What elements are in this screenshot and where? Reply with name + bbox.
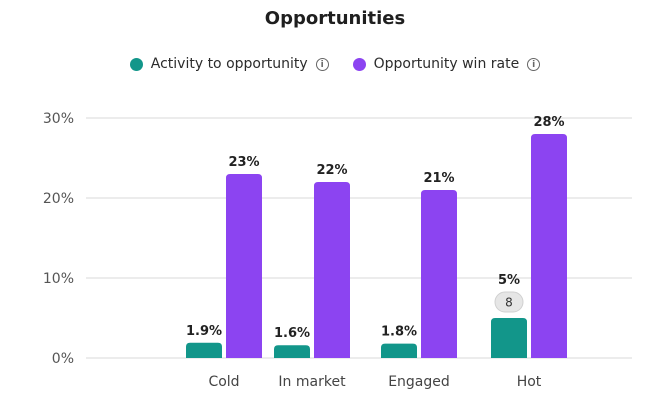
bar-activity[interactable] [491, 318, 527, 358]
legend: Activity to opportunity i Opportunity wi… [0, 56, 670, 72]
legend-item-activity[interactable]: Activity to opportunity i [129, 56, 329, 72]
y-tick-label: 30% [43, 111, 74, 127]
x-tick-label: Engaged [388, 374, 450, 390]
data-label: 23% [228, 155, 259, 170]
data-label: 21% [423, 171, 454, 186]
data-label: 1.8% [381, 325, 417, 340]
badge [494, 291, 524, 313]
bar-winrate[interactable] [421, 190, 457, 358]
bar-activity[interactable] [274, 345, 310, 358]
bar-winrate[interactable] [226, 174, 262, 358]
data-label: 5% [498, 273, 520, 288]
bar-activity[interactable] [186, 342, 222, 358]
legend-label-winrate: Opportunity win rate [373, 56, 520, 72]
data-label: 1.6% [274, 326, 310, 341]
info-icon[interactable]: i [527, 57, 541, 71]
x-tick-label: Hot [517, 374, 542, 390]
y-tick-label: 20% [43, 191, 74, 207]
x-tick-label: In market [278, 374, 346, 390]
y-tick-label: 0% [52, 351, 74, 367]
legend-item-winrate[interactable]: Opportunity win rate i [352, 56, 541, 72]
bar-activity[interactable] [381, 343, 417, 358]
badge-text: 8 [505, 296, 513, 310]
legend-swatch-winrate [352, 57, 366, 71]
y-tick-label: 10% [43, 271, 74, 287]
bar-winrate[interactable] [531, 134, 567, 358]
data-label: 22% [316, 163, 347, 178]
legend-label-activity: Activity to opportunity [150, 56, 308, 72]
data-label: 1.9% [186, 324, 222, 339]
data-label: 28% [533, 115, 564, 130]
info-icon[interactable]: i [315, 57, 329, 71]
chart-title: Opportunities [264, 8, 406, 29]
legend-swatch-activity [129, 57, 143, 71]
bar-winrate[interactable] [314, 182, 350, 358]
x-tick-label: Cold [208, 374, 239, 390]
